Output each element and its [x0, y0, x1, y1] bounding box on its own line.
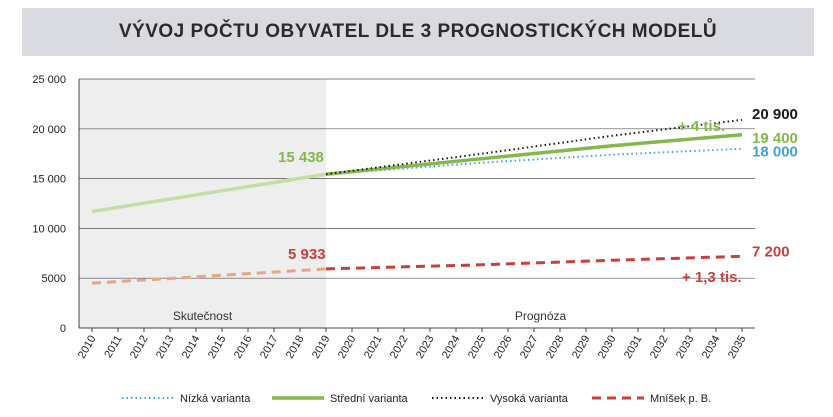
y-tick-label: 25 000 [32, 74, 66, 86]
x-tick-label: 2017 [258, 334, 281, 361]
x-tick-label: 2031 [622, 334, 645, 361]
x-tick-label: 2014 [180, 334, 203, 361]
series-line [325, 254, 743, 271]
region-label: Skutečnost [173, 309, 233, 323]
data-label: + 4 tis. [678, 118, 725, 135]
x-tick-label: 2015 [206, 334, 229, 361]
actual-region-shading [79, 79, 326, 328]
x-tick-label: 2024 [440, 334, 463, 361]
y-tick-label: 15 000 [32, 174, 66, 186]
x-tick-label: 2018 [284, 334, 307, 361]
x-tick-label: 2020 [336, 334, 359, 361]
chart-title: VÝVOJ POČTU OBYVATEL DLE 3 PROGNOSTICKÝC… [118, 21, 718, 42]
legend-label: Střední varianta [330, 393, 409, 405]
series-line [325, 133, 743, 176]
chart-title-bar: VÝVOJ POČTU OBYVATEL DLE 3 PROGNOSTICKÝC… [22, 8, 814, 56]
history-line [91, 267, 327, 285]
legend-label: Vysoká varianta [490, 393, 569, 405]
y-tick-label: 0 [60, 323, 66, 335]
x-tick-label: 2019 [310, 334, 333, 361]
region-label: Prognóza [515, 309, 567, 323]
y-tick-label: 5000 [42, 273, 66, 285]
x-tick-label: 2027 [518, 334, 541, 361]
x-tick-label: 2035 [726, 334, 749, 361]
x-tick-label: 2011 [102, 334, 124, 360]
x-tick-label: 2012 [128, 334, 151, 361]
x-tick-label: 2032 [648, 334, 671, 361]
x-tick-label: 2022 [388, 334, 411, 361]
data-label: 19 400 [752, 130, 798, 147]
x-tick-label: 2021 [362, 334, 385, 361]
x-tick-label: 2034 [700, 334, 723, 361]
data-label: 5 933 [288, 246, 326, 263]
history-line [91, 172, 327, 214]
x-tick-label: 2025 [466, 334, 489, 361]
x-tick-label: 2030 [596, 334, 619, 361]
x-tick-label: 2026 [492, 334, 515, 361]
x-tick-label: 2013 [154, 334, 177, 361]
series-line [325, 147, 743, 176]
x-tick-label: 2029 [570, 334, 593, 361]
x-tick-label: 2016 [232, 334, 255, 361]
x-tick-label: 2033 [674, 334, 697, 361]
y-tick-label: 10 000 [32, 223, 66, 235]
data-label: 15 438 [278, 149, 324, 166]
data-label: + 1,3 tis. [682, 269, 742, 286]
data-label: 7 200 [752, 243, 790, 260]
data-label: 18 000 [752, 144, 798, 161]
x-tick-label: 2010 [76, 334, 99, 361]
data-label: 20 900 [752, 106, 798, 123]
legend-label: Mníšek p. B. [650, 393, 711, 405]
y-tick-label: 20 000 [32, 124, 66, 136]
x-tick-label: 2028 [544, 334, 567, 361]
x-tick-label: 2023 [414, 334, 437, 361]
legend-label: Nízká varianta [180, 393, 251, 405]
